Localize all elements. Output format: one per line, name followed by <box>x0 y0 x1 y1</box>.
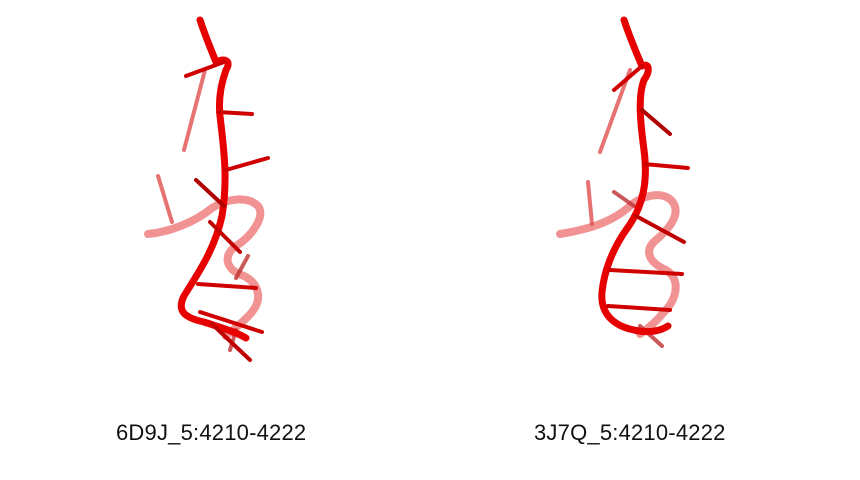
structure-label: 6D9J_5:4210-4222 <box>116 420 307 445</box>
base-faded <box>586 180 594 226</box>
base <box>216 110 254 116</box>
base <box>184 60 226 78</box>
rna-structure-6d9j <box>144 16 270 362</box>
base <box>606 304 672 312</box>
base <box>198 310 264 334</box>
base <box>196 282 258 290</box>
base <box>210 322 252 362</box>
base-faded <box>234 254 250 280</box>
base <box>612 64 644 92</box>
base <box>634 214 686 244</box>
backbone-back-strand <box>556 191 680 338</box>
base <box>208 220 242 254</box>
base-faded <box>182 68 207 152</box>
structure-panel-left: 6D9J_5:4210-4222 <box>116 16 307 445</box>
base <box>194 178 226 208</box>
base <box>642 162 690 170</box>
base <box>608 268 684 276</box>
base-faded <box>598 68 632 154</box>
structure-label: 3J7Q_5:4210-4222 <box>534 420 726 445</box>
structure-panel-right: 3J7Q_5:4210-4222 <box>430 0 860 480</box>
base <box>224 156 270 172</box>
base-faded <box>612 190 636 208</box>
base <box>640 108 672 136</box>
base-faded <box>156 174 174 224</box>
backbone-front-strand <box>177 16 250 342</box>
rna-structure-3j7q <box>556 16 690 348</box>
backbone-front-strand <box>598 16 672 336</box>
